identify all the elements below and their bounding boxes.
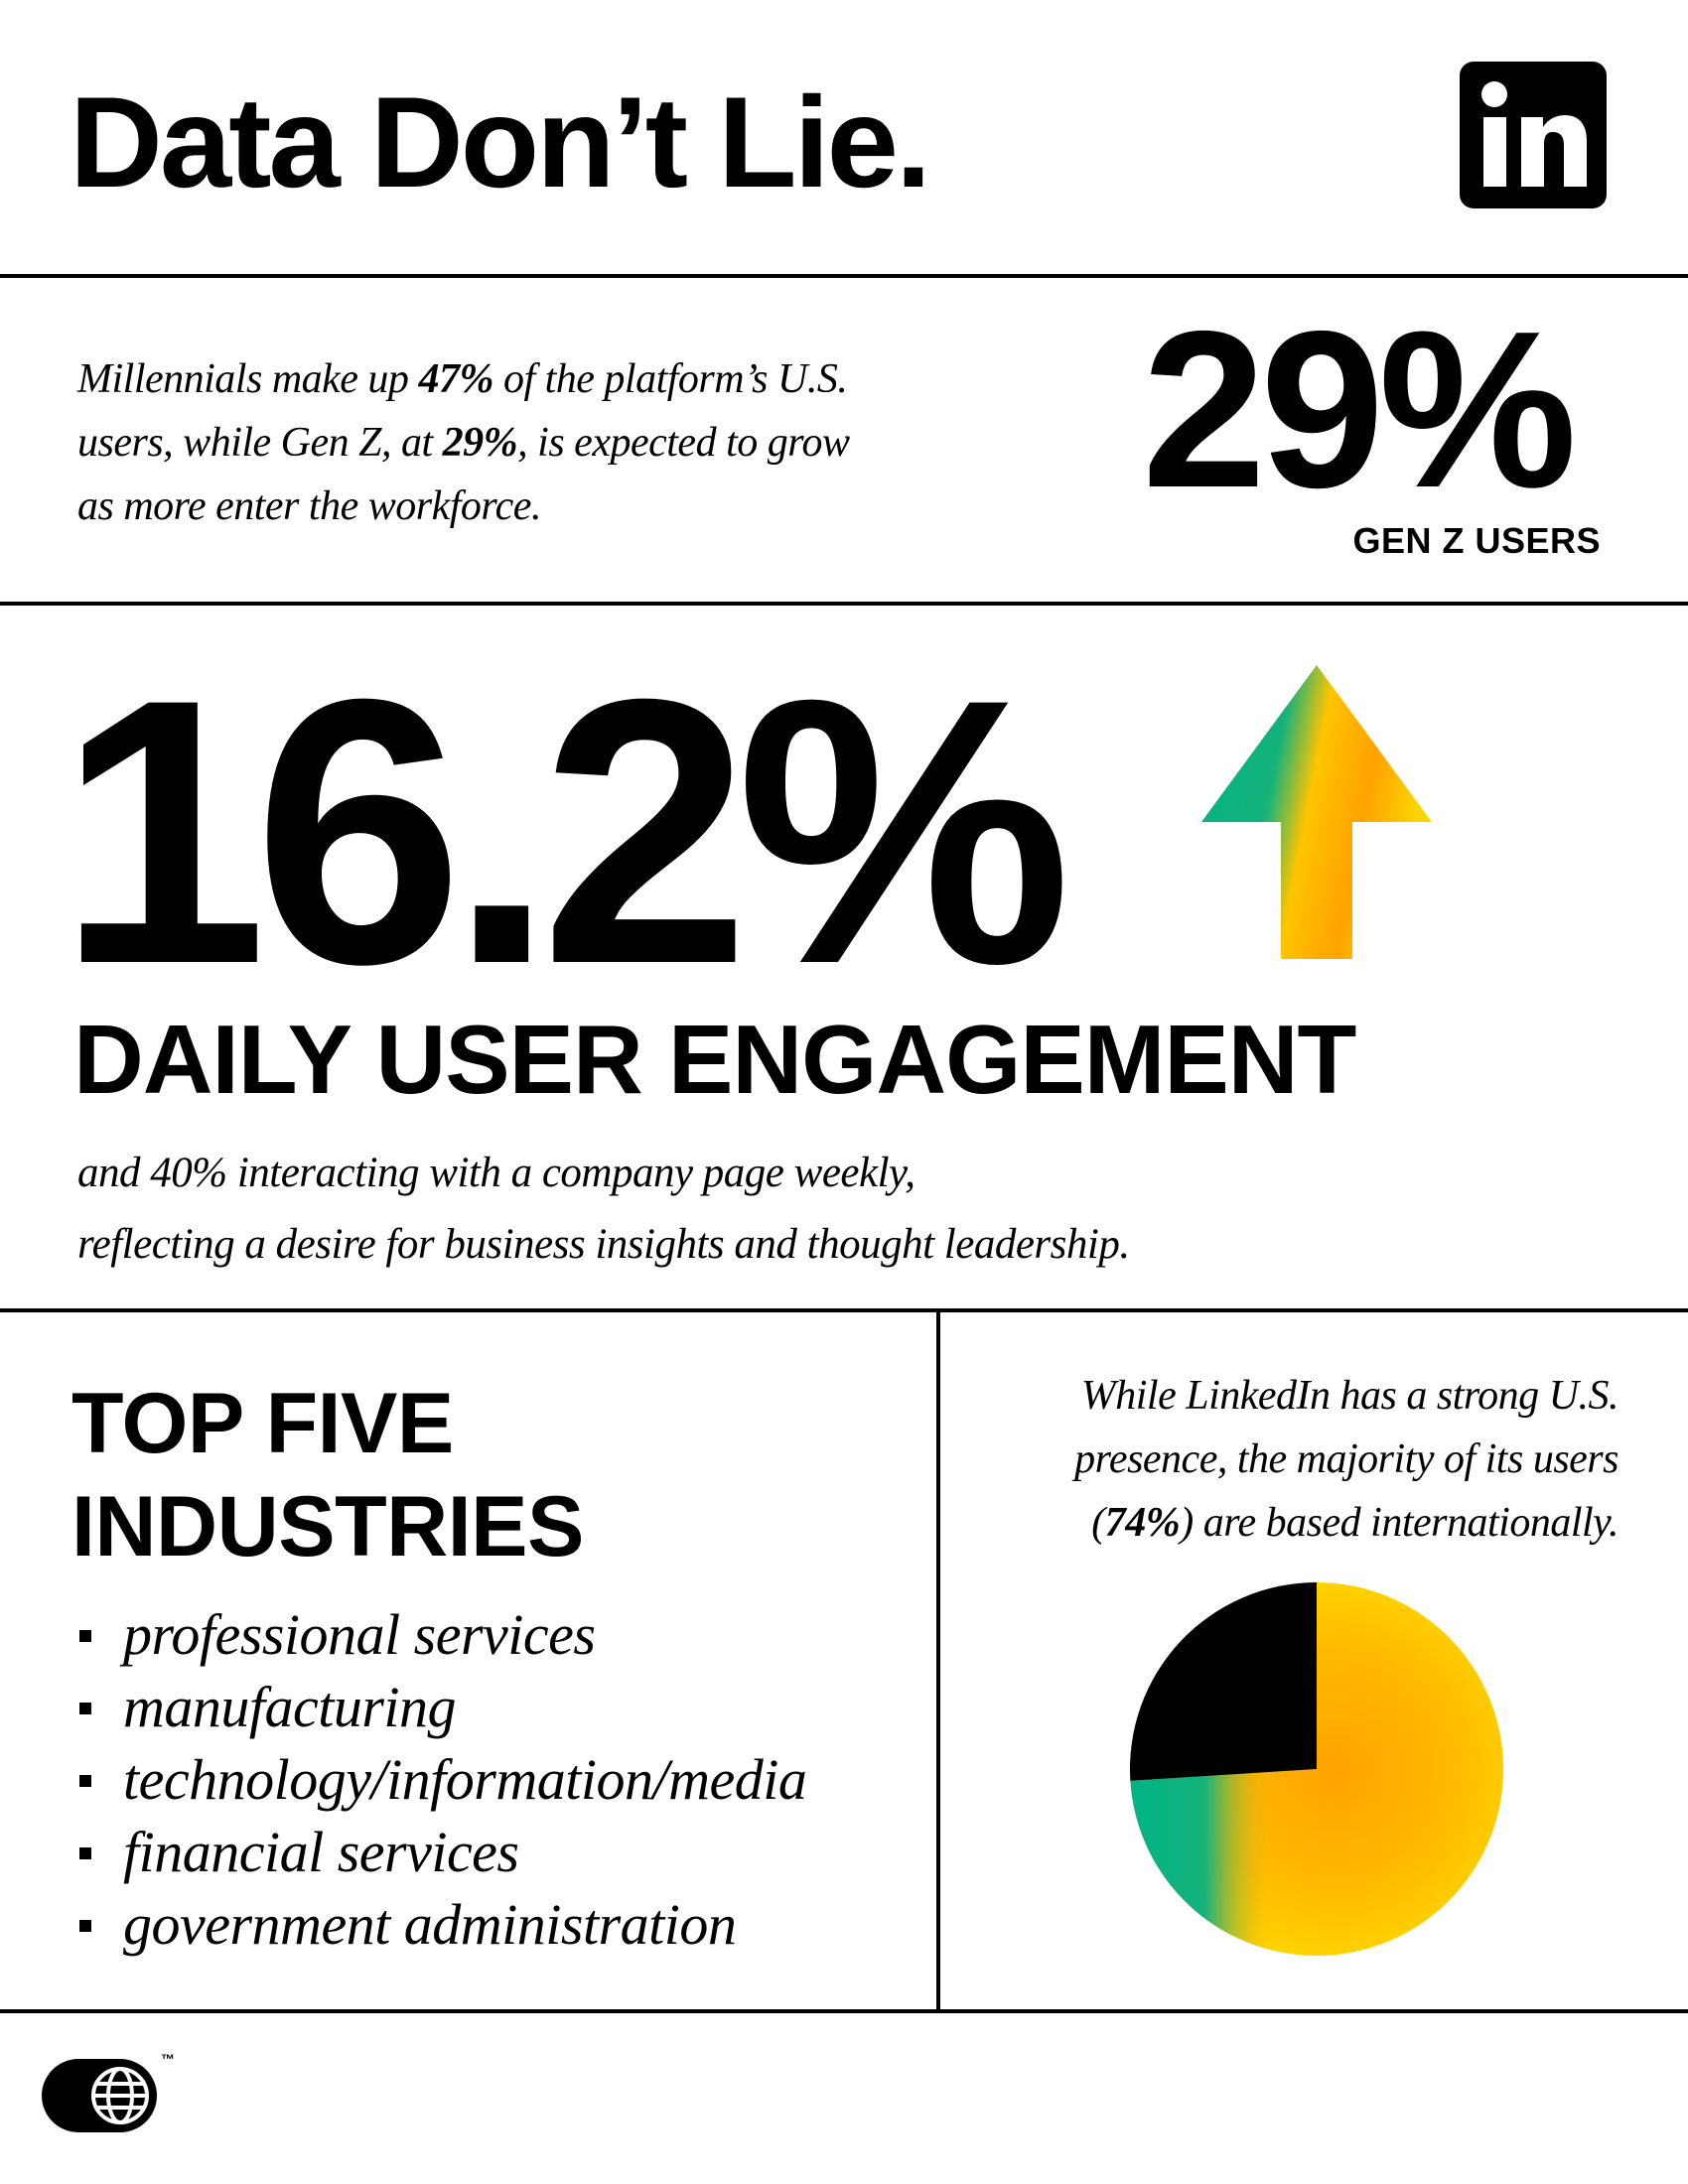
international-text: While LinkedIn has a strong U.S. presenc… bbox=[993, 1364, 1618, 1555]
divider-2 bbox=[0, 602, 1688, 606]
intro-text-part2: of the platform’s U.S. users, while Gen … bbox=[77, 356, 848, 466]
international-text-line1: While LinkedIn has a strong U.S. bbox=[1080, 1373, 1619, 1419]
globe-badge-icon: ™ bbox=[42, 2051, 175, 2145]
industries-heading: TOP FIVE INDUSTRIES bbox=[71, 1372, 584, 1578]
divider-3 bbox=[0, 1308, 1688, 1312]
international-text-line3-rest: ) are based internationally. bbox=[1180, 1500, 1618, 1546]
bullet-icon bbox=[79, 1920, 91, 1932]
pie-slice-us bbox=[1130, 1582, 1317, 1781]
engagement-description: and 40% interacting with a company page … bbox=[77, 1138, 1368, 1281]
page-title: Data Don’t Lie. bbox=[70, 69, 931, 214]
industry-label: government administration bbox=[123, 1892, 737, 1957]
list-item: financial services bbox=[77, 1816, 806, 1888]
pie-slice-international-overlay bbox=[1130, 1582, 1503, 1956]
intro-text-part3: , is expected to grow as more enter the … bbox=[77, 420, 850, 529]
intro-text-part1: Millennials make up bbox=[77, 356, 419, 402]
millennials-percent: 47% bbox=[418, 356, 493, 402]
industry-label: manufacturing bbox=[123, 1675, 457, 1739]
industry-label: professional services bbox=[123, 1602, 596, 1667]
engagement-stat-value: 16.2% bbox=[58, 620, 1071, 1042]
bullet-icon bbox=[79, 1847, 91, 1859]
vertical-divider bbox=[936, 1308, 940, 2011]
genz-stat-value: 29% bbox=[1142, 284, 1577, 534]
divider-4 bbox=[0, 2009, 1688, 2013]
engagement-label: DAILY USER ENGAGEMENT bbox=[73, 1005, 1356, 1114]
divider-1 bbox=[0, 274, 1688, 278]
list-item: government administration bbox=[77, 1888, 806, 1961]
up-arrow-icon bbox=[1201, 665, 1440, 968]
linkedin-logo-icon bbox=[1460, 62, 1607, 208]
industries-heading-line2: INDUSTRIES bbox=[71, 1479, 584, 1574]
trademark-mark: ™ bbox=[161, 2051, 175, 2067]
bullet-icon bbox=[79, 1630, 91, 1642]
international-pie-chart bbox=[1128, 1580, 1505, 1963]
engagement-description-line1: and 40% interacting with a company page … bbox=[77, 1150, 915, 1196]
industries-heading-line1: TOP FIVE bbox=[71, 1376, 454, 1471]
genz-stat-label: GEN Z USERS bbox=[1352, 520, 1601, 561]
bullet-icon bbox=[79, 1703, 91, 1714]
intro-text: Millennials make up 47% of the platform’… bbox=[77, 347, 852, 538]
list-item: technology/information/media bbox=[77, 1743, 807, 1816]
industry-label: financial services bbox=[123, 1820, 519, 1884]
genz-percent-inline: 29% bbox=[442, 420, 518, 466]
industry-label: technology/information/media bbox=[123, 1747, 807, 1812]
list-item: professional services bbox=[77, 1598, 806, 1671]
engagement-description-line2: reflecting a desire for business insight… bbox=[77, 1221, 1130, 1268]
bullet-icon bbox=[79, 1775, 91, 1787]
international-text-line2: presence, the majority of its users bbox=[1074, 1436, 1618, 1482]
international-text-line3: (74%) are based internationally. bbox=[993, 1491, 1618, 1555]
list-item: manufacturing bbox=[77, 1671, 806, 1743]
international-percent: 74% bbox=[1104, 1500, 1181, 1546]
industries-list: professional services manufacturing tech… bbox=[77, 1598, 807, 1961]
paren-open: ( bbox=[1091, 1500, 1105, 1546]
